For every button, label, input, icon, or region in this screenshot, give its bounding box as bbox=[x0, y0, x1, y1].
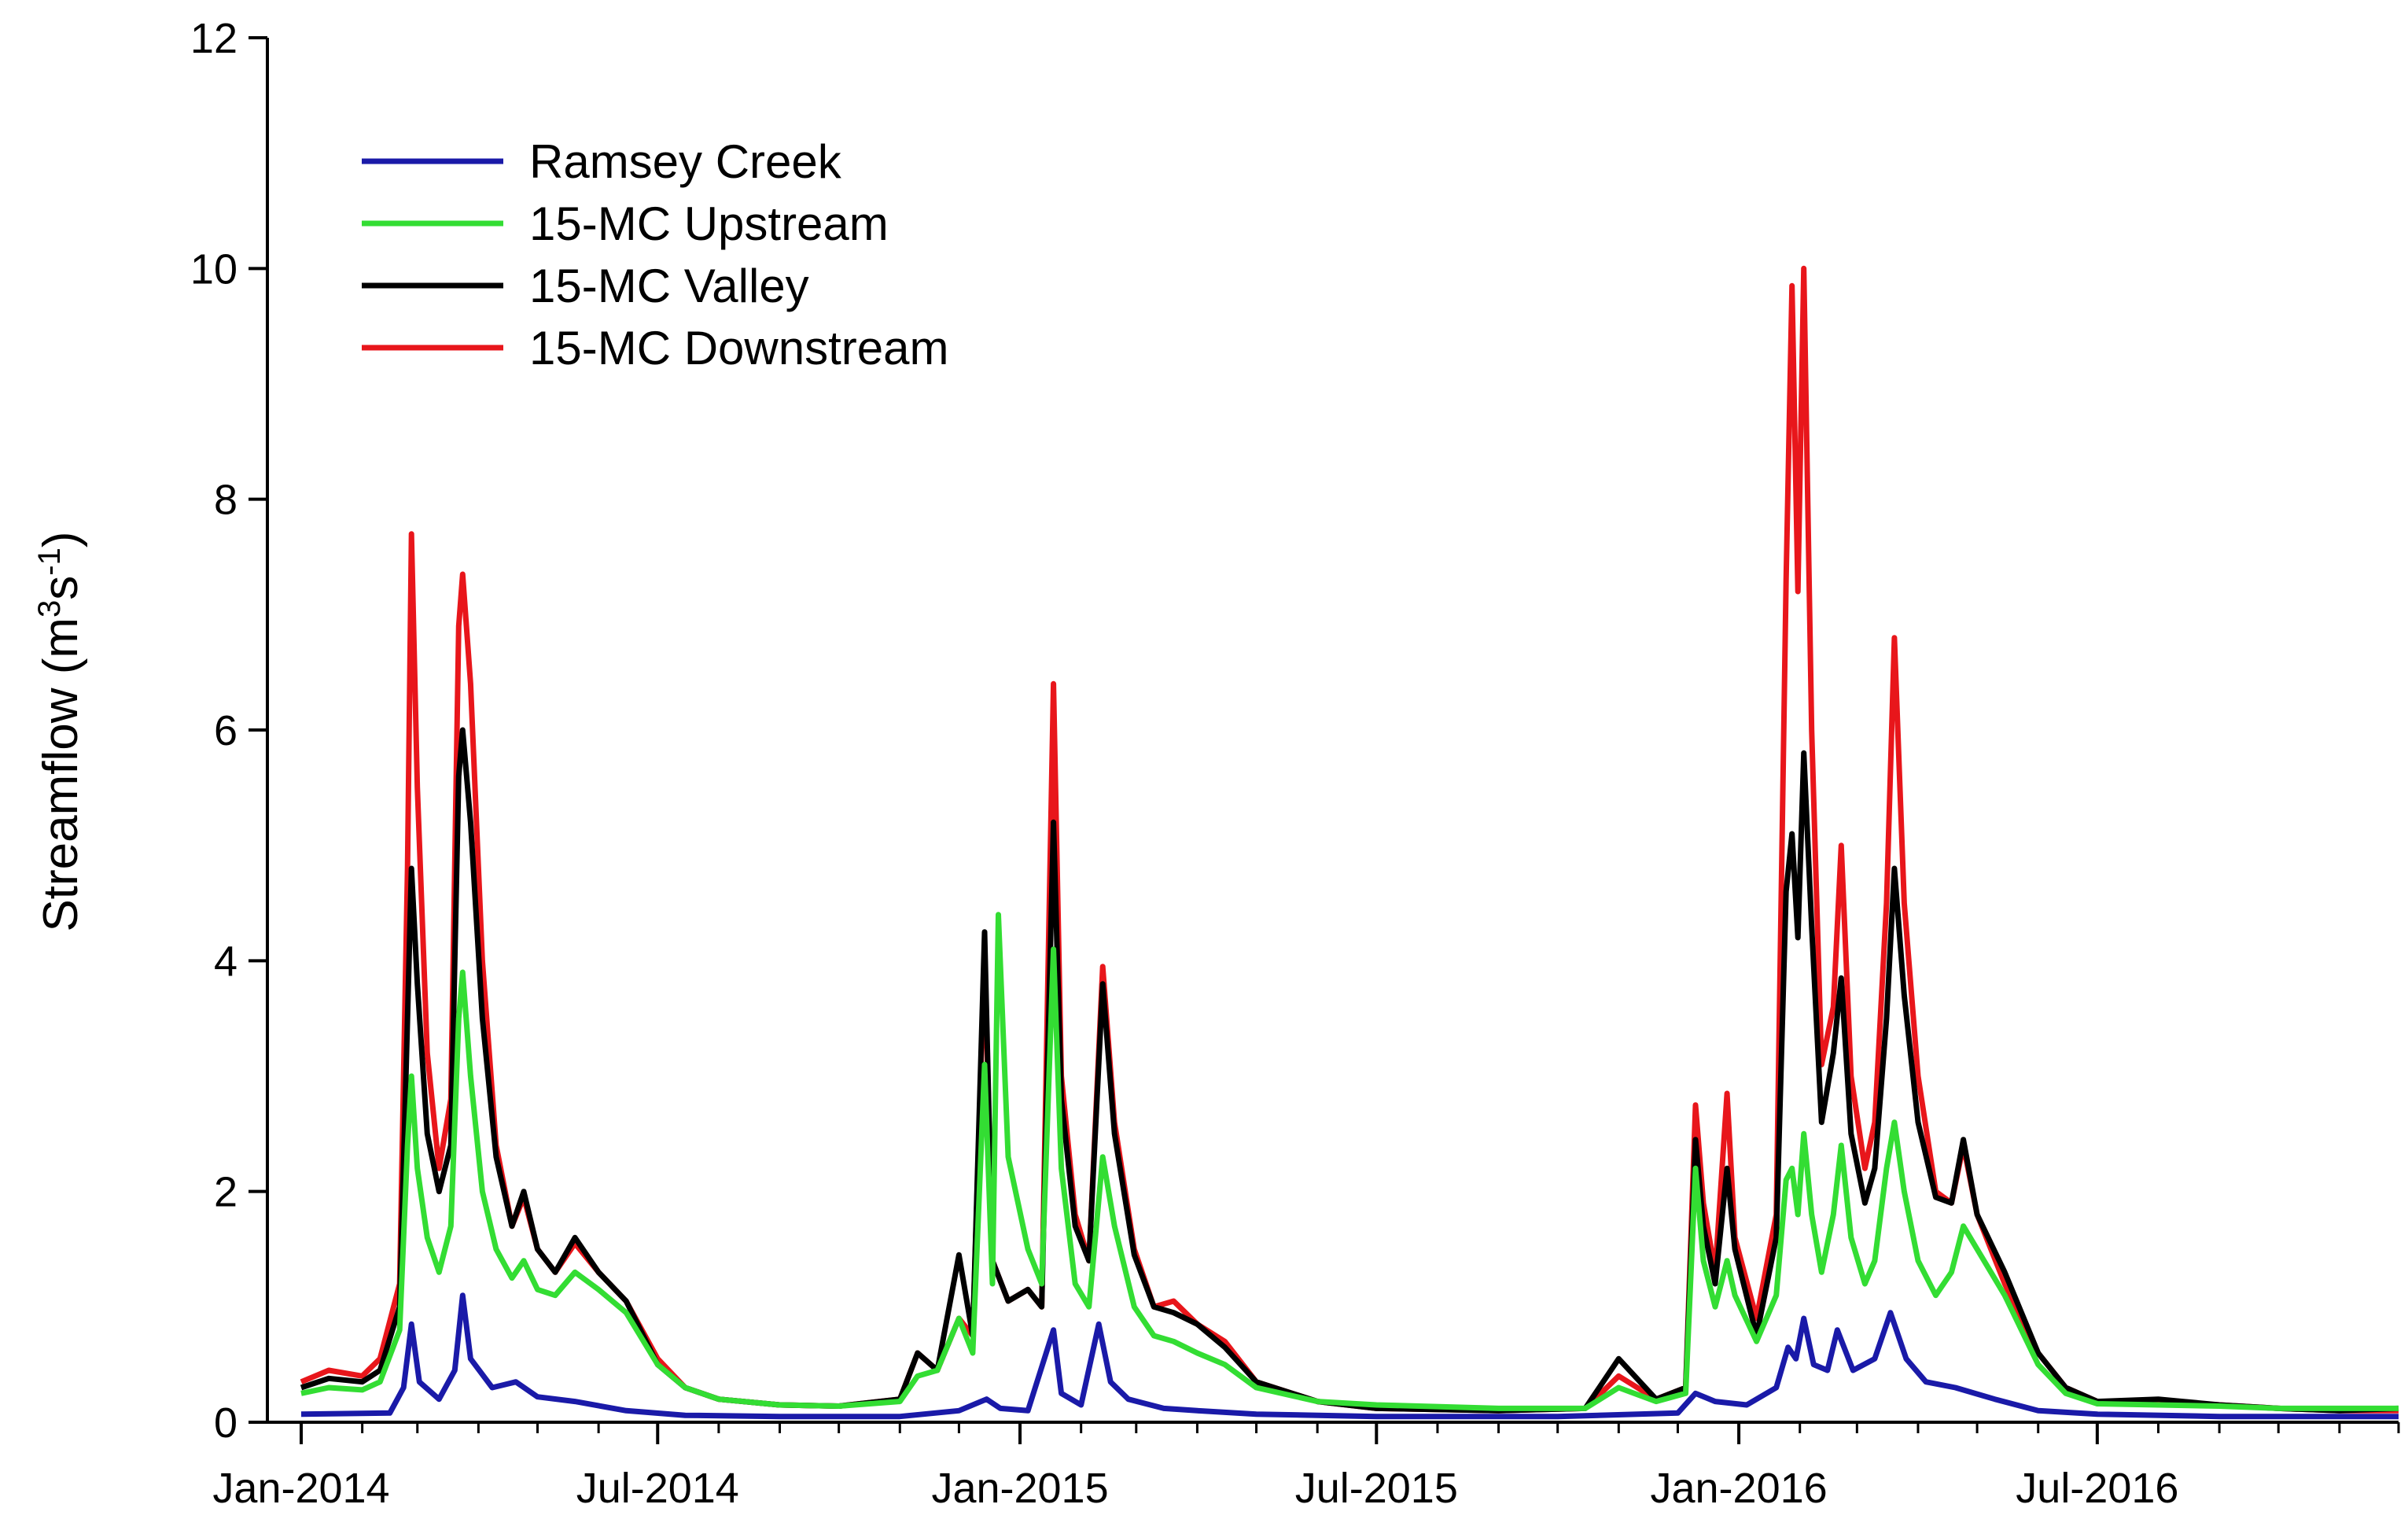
series-layer bbox=[300, 265, 2399, 1420]
series-line-15-mc-upstream bbox=[300, 912, 2399, 1411]
legend-label-15-mc-downstream: 15-MC Downstream bbox=[529, 322, 948, 374]
legend-label-15-mc-valley: 15-MC Valley bbox=[529, 260, 809, 312]
axes-layer: 0 2 4 6 8 10 12 Jan-2014 Jul-2014 Jan-2015 Jul-201… bbox=[190, 15, 2400, 1512]
x-tick-label: Jul-2016 bbox=[2016, 1465, 2178, 1512]
x-tick-label: Jul-2015 bbox=[1295, 1465, 1458, 1512]
x-tick-label: Jan-2014 bbox=[212, 1465, 389, 1512]
x-tick-label: Jan-2016 bbox=[1650, 1465, 1827, 1512]
y-tick-label: 6 bbox=[214, 707, 237, 754]
y-tick-label: 0 bbox=[214, 1399, 237, 1447]
legend-label-15-mc-upstream: 15-MC Upstream bbox=[529, 197, 889, 250]
y-axis-title-sup1: 3 bbox=[32, 600, 67, 618]
y-axis-title: Streamflow (m3s-1) bbox=[32, 531, 88, 931]
y-tick-label: 12 bbox=[190, 15, 237, 62]
x-tick-label: Jan-2015 bbox=[931, 1465, 1108, 1512]
y-axis-title-sup2: -1 bbox=[32, 547, 67, 576]
y-axis-title-end: ) bbox=[34, 531, 88, 547]
legend-label-ramsey-creek: Ramsey Creek bbox=[529, 135, 842, 188]
y-axis-title-mid: s bbox=[34, 576, 88, 600]
x-tick-label: Jul-2014 bbox=[576, 1465, 739, 1512]
y-tick-label: 4 bbox=[214, 938, 237, 985]
series-line-ramsey-creek bbox=[300, 1292, 2399, 1420]
y-tick-label: 10 bbox=[190, 245, 237, 293]
y-tick-label: 8 bbox=[214, 477, 237, 524]
legend: Ramsey Creek 15-MC Upstream 15-MC Valley 15… bbox=[362, 135, 948, 374]
series-line-15-mc-valley bbox=[300, 727, 2399, 1414]
y-tick-label: 2 bbox=[214, 1169, 237, 1216]
